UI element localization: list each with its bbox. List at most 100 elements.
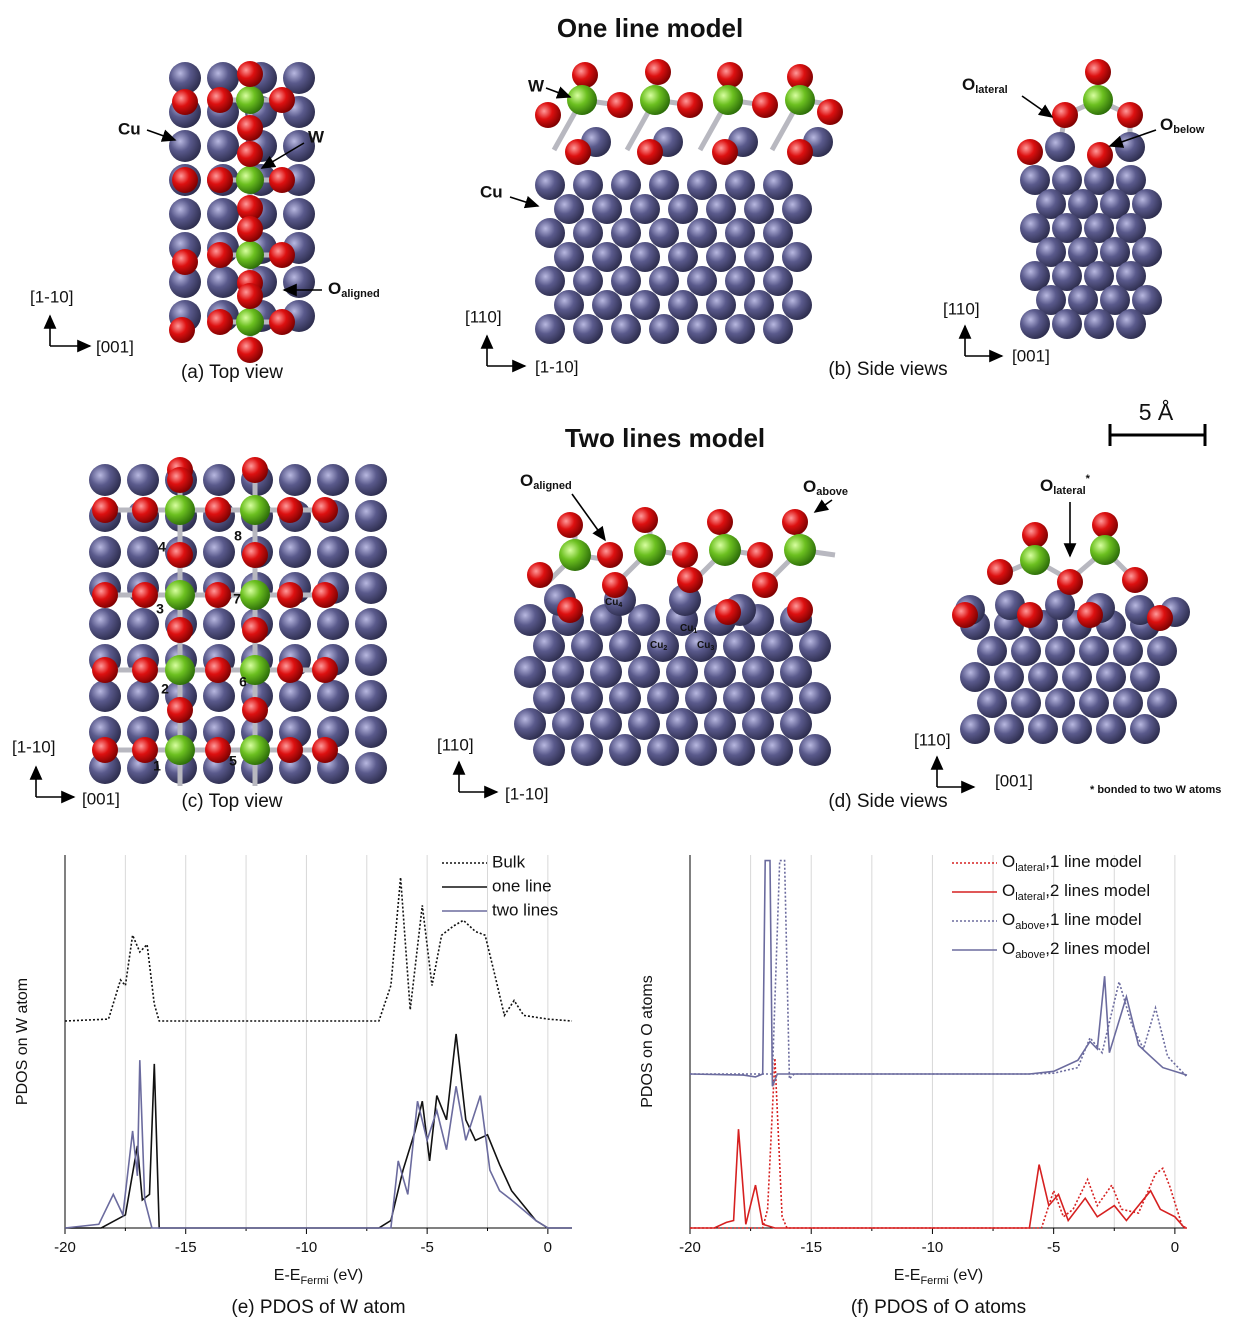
w-atom [559, 539, 591, 571]
cu-atom [207, 130, 239, 162]
pdos-line [690, 1129, 1187, 1228]
cu-atom [782, 290, 812, 320]
w-atom [236, 166, 264, 194]
cu-atom [533, 682, 565, 714]
cu-atom [127, 536, 159, 568]
w-atom [236, 86, 264, 114]
cu-atom [554, 290, 584, 320]
cu-atom [977, 688, 1007, 718]
cu-atom [283, 266, 315, 298]
x-tick-label: -20 [679, 1239, 701, 1256]
atom-label: Olateral* [1040, 473, 1091, 497]
legend-label: ,1 line model [1045, 910, 1141, 929]
legend-label: O [1002, 852, 1015, 871]
cu-atom [89, 536, 121, 568]
cu-atom [573, 314, 603, 344]
arrow [546, 88, 570, 97]
o-atom [237, 141, 263, 167]
legend-label: lateral [1015, 891, 1045, 903]
atom-label: Oabove [803, 477, 848, 497]
axis-label: [1-10] [505, 784, 548, 803]
figure: 12345678Cu4Cu1Cu2Cu3 One line model Two … [0, 0, 1239, 1322]
o-atom [677, 92, 703, 118]
w-atom [165, 655, 195, 685]
cu-atom [725, 314, 755, 344]
cu-atom [1147, 688, 1177, 718]
cu-atom [279, 680, 311, 712]
cu-atom [744, 290, 774, 320]
cu-atom [169, 130, 201, 162]
atom-label: 1 [693, 628, 697, 635]
cu-atom [554, 242, 584, 272]
o-atom [572, 62, 598, 88]
cu-atom [611, 218, 641, 248]
w-atom [240, 735, 270, 765]
x-axis-label: E-E [894, 1267, 921, 1284]
pdos-line [690, 1058, 1187, 1228]
atom-label: 2 [663, 645, 667, 652]
title: One line model [557, 13, 743, 43]
legend-label: O [1002, 881, 1015, 900]
cu-atom [704, 656, 736, 688]
cu-atom [533, 734, 565, 766]
cu-atom [704, 708, 736, 740]
cu-atom [723, 630, 755, 662]
cu-atom [744, 194, 774, 224]
o-atom [205, 737, 231, 763]
cu-atom [630, 242, 660, 272]
cu-atom [355, 500, 387, 532]
cu-atom [668, 290, 698, 320]
cu-atom [611, 314, 641, 344]
legend-label: O [1002, 910, 1015, 929]
atom-label: 4 [618, 602, 622, 609]
o-atom [92, 497, 118, 523]
cu-atom [355, 464, 387, 496]
cu-atom [611, 266, 641, 296]
atom-label: Cu [650, 640, 663, 651]
cu-atom [127, 608, 159, 640]
atom-label: Cu [697, 640, 710, 651]
legend-label: above [1015, 920, 1045, 932]
cu-atom [317, 536, 349, 568]
x-tick-label: -15 [175, 1239, 197, 1256]
o-atom [169, 317, 195, 343]
cu-atom [571, 630, 603, 662]
cu-atom [668, 242, 698, 272]
o-atom [712, 139, 738, 165]
cu-atom [628, 708, 660, 740]
cu-atom [611, 170, 641, 200]
cu-atom [355, 536, 387, 568]
o-atom [535, 102, 561, 128]
cu-atom [552, 656, 584, 688]
o-atom [1077, 602, 1103, 628]
axis-label: [001] [96, 337, 134, 356]
x-axis-label: Fermi [300, 1275, 328, 1287]
o-atom [1117, 102, 1143, 128]
cu-atom [630, 290, 660, 320]
cu-atom [723, 682, 755, 714]
w-atom [1083, 85, 1113, 115]
cu-atom [994, 714, 1024, 744]
atom-number: 4 [158, 539, 166, 555]
cu-atom [203, 680, 235, 712]
legend-label: ,1 line model [1045, 852, 1141, 871]
o-atom [237, 283, 263, 309]
cu-atom [649, 170, 679, 200]
o-atom [637, 139, 663, 165]
cu-atom [279, 608, 311, 640]
cu-atom [89, 680, 121, 712]
o-atom [312, 497, 338, 523]
o-atom [172, 167, 198, 193]
o-atom [1087, 142, 1113, 168]
o-atom [312, 657, 338, 683]
cu-atom [725, 218, 755, 248]
cu-atom [761, 630, 793, 662]
o-atom [172, 89, 198, 115]
o-atom [597, 542, 623, 568]
legend-label: Bulk [492, 852, 526, 871]
cu-atom [977, 636, 1007, 666]
cu-atom [590, 656, 622, 688]
w-atom [713, 85, 743, 115]
cu-atom [355, 608, 387, 640]
